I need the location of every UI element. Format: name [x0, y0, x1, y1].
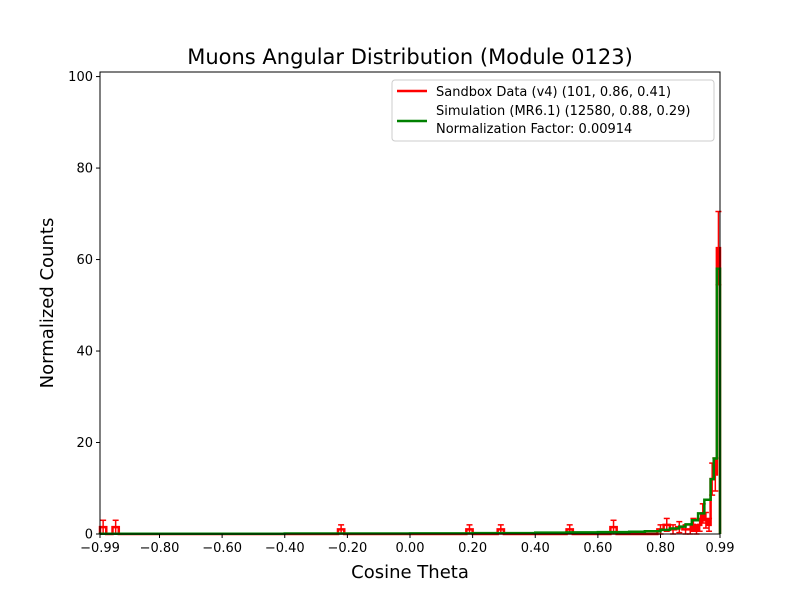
y-axis-label: Normalized Counts [37, 218, 58, 389]
chart-title: Muons Angular Distribution (Module 0123) [187, 45, 633, 69]
x-tick-label: −0.80 [140, 541, 180, 556]
y-tick-label: 60 [76, 253, 93, 268]
y-tick-label: 20 [76, 436, 93, 451]
x-axis-label: Cosine Theta [351, 562, 469, 583]
x-tick-label: 0.20 [458, 541, 487, 556]
x-tick-label: 0.80 [646, 541, 675, 556]
y-tick-label: 100 [68, 70, 93, 85]
x-tick-label: 0.40 [521, 541, 550, 556]
legend: Sandbox Data (v4) (101, 0.86, 0.41) Simu… [391, 79, 715, 142]
x-tick-label: −0.60 [202, 541, 242, 556]
x-tick-label: −0.99 [80, 541, 120, 556]
x-tick-label: 0.00 [396, 541, 425, 556]
y-axis: 0 20 40 60 80 100 [68, 70, 100, 543]
y-tick-label: 0 [85, 528, 93, 543]
x-tick-label: 0.60 [583, 541, 612, 556]
x-tick-label: −0.20 [327, 541, 367, 556]
legend-label-simulation: Simulation (MR6.1) (12580, 0.88, 0.29) [436, 104, 691, 119]
y-tick-label: 80 [76, 162, 93, 177]
legend-frame [391, 79, 715, 142]
legend-label-data: Sandbox Data (v4) (101, 0.86, 0.41) [436, 85, 671, 100]
x-tick-label: 0.99 [706, 541, 735, 556]
y-tick-label: 40 [76, 345, 93, 360]
legend-label-normalization: Normalization Factor: 0.00914 [436, 122, 632, 137]
x-axis: −0.99 −0.80 −0.60 −0.40 −0.20 0.00 0.20 0.40 0.6… [80, 534, 734, 556]
x-tick-label: −0.40 [265, 541, 305, 556]
